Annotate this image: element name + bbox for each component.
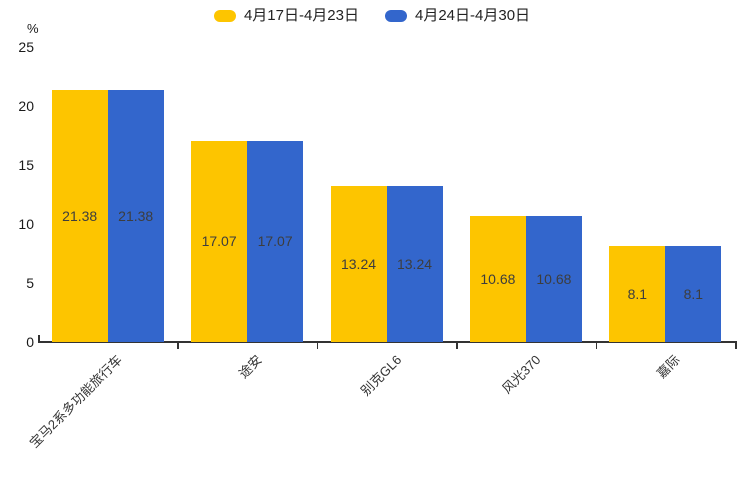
bar-value-label: 10.68 [536, 270, 572, 287]
bar-series-0-cat-3 [469, 215, 526, 342]
x-axis-tick [177, 343, 179, 349]
bar-series-0-cat-4 [609, 246, 666, 342]
bar-series-0-cat-0 [51, 89, 108, 342]
y-axis-unit-label: % [27, 21, 39, 36]
x-axis-tick [595, 343, 598, 349]
bar-series-0-cat-2 [330, 185, 387, 342]
x-axis-tick [316, 343, 319, 349]
bar-series-1-cat-1 [247, 140, 304, 342]
legend-label: 4月24日-4月30日 [415, 7, 531, 24]
bar-value-label: 8.1 [627, 286, 648, 303]
x-axis-tick [735, 343, 737, 349]
legend-swatch-icon [213, 10, 236, 22]
x-category-label: 别克GL6 [357, 352, 405, 399]
bar-value-label: 17.07 [257, 233, 293, 250]
bar-value-label: 21.38 [62, 207, 98, 224]
x-axis-tick [456, 343, 458, 349]
y-axis-tick-label: 15 [18, 157, 34, 173]
bar-series-1-cat-3 [525, 215, 582, 342]
bar-series-1-cat-4 [665, 246, 722, 342]
legend-swatch-icon [385, 10, 407, 22]
x-axis-tick [38, 335, 40, 341]
y-axis-tick-label: 20 [18, 98, 34, 114]
x-category-label: 途安 [235, 352, 265, 382]
legend-label: 4月17日-4月23日 [243, 7, 359, 24]
y-axis-tick-label: 25 [18, 39, 34, 55]
bar-value-label: 13.24 [340, 255, 377, 272]
bar-value-label: 8.1 [683, 286, 704, 303]
bar-value-label: 17.07 [201, 233, 237, 250]
bar-series-1-cat-0 [107, 89, 164, 342]
y-axis-tick-label: 5 [26, 275, 34, 291]
bar-series-1-cat-2 [386, 185, 443, 342]
legend-item-1: 4月24日-4月30日 [385, 7, 530, 25]
x-category-label: 嘉际 [654, 352, 684, 382]
bar-value-label: 10.68 [480, 270, 516, 287]
bar-value-label: 13.24 [396, 255, 433, 272]
y-axis-tick-label: 0 [26, 334, 34, 350]
bar-series-0-cat-1 [191, 140, 248, 342]
chart-legend: 4月17日-4月23日 4月24日-4月30日 [0, 7, 744, 25]
bar-value-label: 21.38 [118, 207, 154, 224]
x-axis-line [38, 341, 737, 343]
legend-item-0: 4月17日-4月23日 [213, 7, 359, 25]
x-category-label: 风光370 [499, 352, 544, 397]
x-category-label: 宝马2系多功能旅行车 [26, 352, 126, 451]
y-axis-tick-label: 10 [18, 216, 34, 232]
